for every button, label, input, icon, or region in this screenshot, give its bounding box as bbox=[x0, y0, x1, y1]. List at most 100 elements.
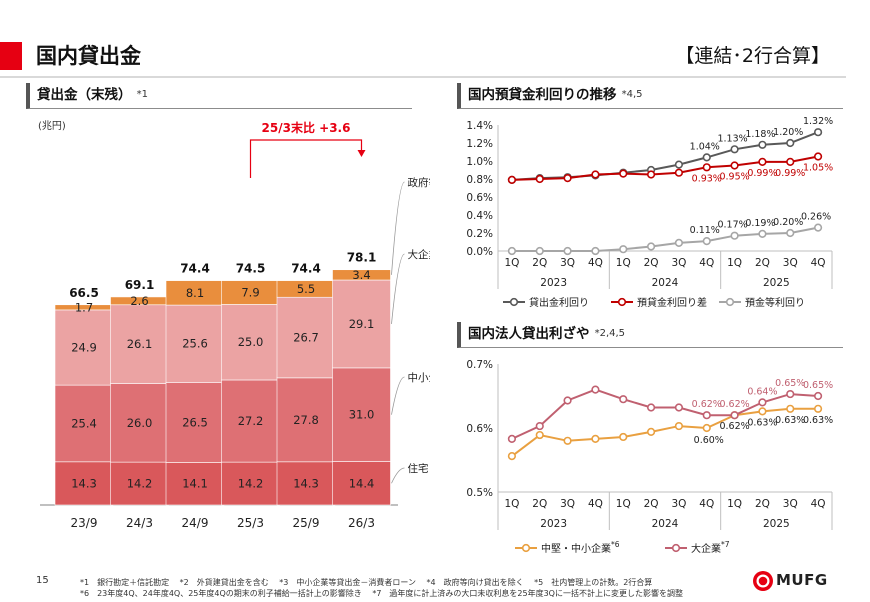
x-tick-label: 26/3 bbox=[348, 516, 375, 530]
x-tick-label: 1Q bbox=[504, 257, 519, 269]
yield-note: *4,5 bbox=[621, 89, 643, 100]
bar-segment-large bbox=[165, 304, 225, 383]
callout-bracket bbox=[249, 139, 363, 178]
data-label-loan: 1.18% bbox=[745, 129, 775, 140]
data-label-loan: 1.32% bbox=[803, 116, 833, 127]
bar-segment-housing bbox=[221, 461, 280, 506]
x-tick-label: 3Q bbox=[671, 498, 686, 510]
bar-value-label-large: 24.9 bbox=[71, 341, 97, 355]
data-label-spread: 0.99% bbox=[775, 168, 805, 179]
x-tick-label: 4Q bbox=[588, 257, 603, 269]
data-point-spread bbox=[535, 174, 544, 184]
bar-value-label-sme: 25.4 bbox=[71, 416, 97, 430]
data-label-deposit: 0.11% bbox=[690, 225, 720, 236]
y-tick-label: 0.2% bbox=[466, 228, 493, 240]
data-point-large bbox=[563, 396, 572, 405]
x-tick-label: 4Q bbox=[588, 498, 603, 510]
x-tick-label: 2Q bbox=[532, 498, 547, 510]
bar-value-label-sme: 27.8 bbox=[293, 413, 319, 427]
margin-note: *2,4,5 bbox=[594, 328, 626, 339]
mufg-logo: MUFG bbox=[752, 570, 842, 594]
y-tick-label: 0.6% bbox=[466, 192, 493, 204]
margin-section-header: 国内法人貸出利ざや *2,4,5 bbox=[457, 322, 843, 348]
data-point-large bbox=[507, 434, 517, 443]
legend-label-gov: 政府等 bbox=[408, 176, 431, 189]
x-tick-label: 2Q bbox=[755, 498, 770, 510]
data-label-spread: 1.05% bbox=[803, 163, 833, 174]
data-point-loan bbox=[758, 140, 767, 149]
y-tick-label: 0.8% bbox=[466, 174, 493, 186]
series-line-midsme bbox=[511, 407, 819, 457]
x-tick-label: 3Q bbox=[560, 498, 575, 510]
data-point-spread bbox=[591, 170, 600, 179]
bar-value-label-housing: 14.2 bbox=[238, 477, 264, 491]
data-point-loan bbox=[813, 128, 823, 137]
data-label-loan: 1.13% bbox=[717, 133, 747, 144]
bar-value-label-large: 29.1 bbox=[349, 317, 375, 331]
loan-balance-title: 貸出金（末残） bbox=[37, 87, 132, 103]
data-label-deposit: 0.20% bbox=[773, 217, 803, 228]
x-tick-label: 4Q bbox=[699, 498, 714, 510]
bar-value-label-housing: 14.3 bbox=[71, 476, 97, 490]
bar-segment-sme bbox=[54, 384, 114, 463]
legend-label-loan: 貸出金利回り bbox=[529, 296, 589, 309]
data-point-midsme bbox=[674, 421, 684, 431]
data-point-large bbox=[758, 398, 767, 407]
bar-value-label-large: 26.1 bbox=[127, 337, 153, 351]
legend-leader-housing bbox=[391, 467, 405, 484]
data-point-deposit bbox=[674, 238, 684, 247]
data-point-midsme bbox=[591, 434, 600, 443]
legend-swatch-marker-deposit bbox=[725, 297, 735, 307]
legend-label-large: 大企業*7 bbox=[691, 540, 730, 555]
year-label: 2024 bbox=[652, 518, 679, 530]
bar-value-label-gov: 2.6 bbox=[130, 294, 148, 308]
legend-swatch-marker-loan bbox=[509, 297, 519, 307]
bar-value-label-gov: 1.7 bbox=[75, 300, 93, 314]
x-tick-label: 1Q bbox=[727, 498, 742, 510]
bar-total-label: 66.5 bbox=[69, 286, 99, 300]
bar-value-label-housing: 14.3 bbox=[293, 476, 319, 490]
x-tick-label: 3Q bbox=[783, 257, 798, 269]
data-point-midsme bbox=[619, 432, 628, 442]
series-line-large bbox=[511, 388, 819, 440]
data-point-loan bbox=[786, 138, 795, 148]
year-label: 2025 bbox=[763, 277, 790, 289]
data-point-midsme bbox=[758, 407, 767, 416]
yield-section-header: 国内預貸金利回りの推移 *4,5 bbox=[457, 83, 843, 109]
bar-segment-gov bbox=[332, 269, 391, 281]
scope-label: 【連結･2行合算】 bbox=[675, 45, 830, 67]
data-point-spread bbox=[730, 161, 739, 170]
yield-line-chart: 0.0% 0.2% 0.4% 0.6% 0.8% 1.0% 1.2% 1.4% 1Q 2Q 3Q 4Q… bbox=[466, 116, 833, 309]
data-point-midsme bbox=[563, 436, 572, 445]
data-label-loan: 1.04% bbox=[690, 141, 720, 152]
data-point-midsme bbox=[507, 452, 517, 461]
bar-total-label: 74.5 bbox=[236, 262, 266, 276]
series-line-deposit bbox=[511, 226, 819, 252]
bar-segment-sme bbox=[332, 367, 391, 462]
data-point-midsme bbox=[535, 430, 544, 440]
x-tick-label: 25/3 bbox=[237, 516, 264, 530]
x-tick-label: 25/9 bbox=[293, 516, 320, 530]
data-point-deposit bbox=[702, 237, 711, 246]
x-tick-label: 1Q bbox=[616, 257, 631, 269]
bar-value-label-gov: 5.5 bbox=[297, 282, 315, 296]
data-point-midsme bbox=[813, 404, 823, 413]
data-point-midsme bbox=[702, 423, 711, 433]
data-point-spread bbox=[786, 157, 795, 167]
data-point-deposit bbox=[591, 246, 600, 256]
x-tick-label: 24/3 bbox=[126, 516, 153, 530]
year-label: 2023 bbox=[540, 518, 567, 530]
data-point-large bbox=[646, 403, 656, 412]
x-tick-label: 1Q bbox=[616, 498, 631, 510]
data-label-spread: 0.95% bbox=[719, 172, 749, 183]
year-label: 2025 bbox=[763, 518, 790, 530]
data-point-large bbox=[535, 421, 544, 431]
data-point-large bbox=[702, 411, 711, 420]
data-label-deposit: 0.17% bbox=[717, 220, 747, 231]
data-point-spread bbox=[813, 152, 823, 161]
bar-value-label-sme: 26.5 bbox=[182, 415, 208, 429]
data-point-deposit bbox=[507, 246, 517, 256]
y-tick-label: 0.4% bbox=[466, 210, 493, 222]
x-tick-label: 2Q bbox=[532, 257, 547, 269]
data-point-deposit bbox=[786, 228, 795, 238]
